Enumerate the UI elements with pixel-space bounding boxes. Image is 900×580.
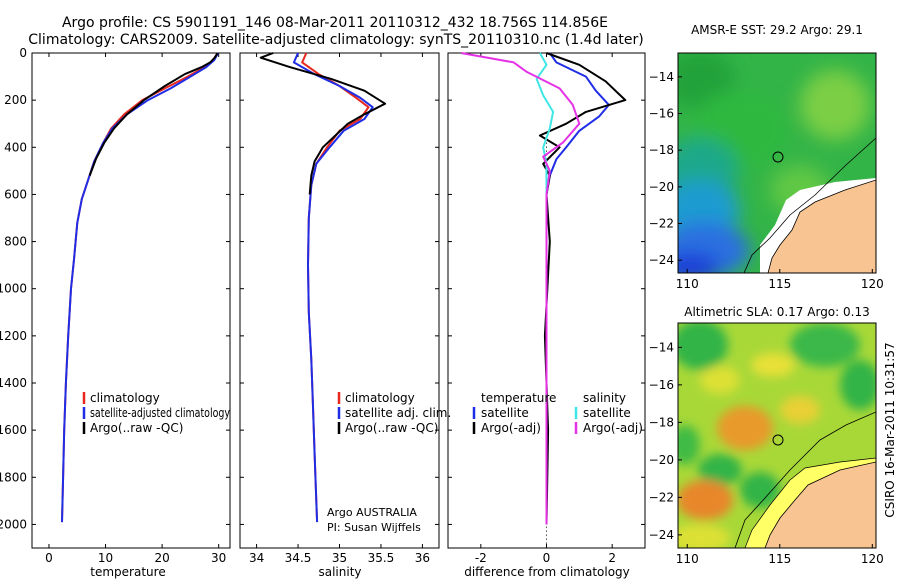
depth-tick-label: 2000 <box>0 517 27 531</box>
series-line-salinity-argo-adj <box>460 52 581 525</box>
map-lat-tick-label: −18 <box>649 143 674 157</box>
map-lat-tick-label: −16 <box>649 378 674 392</box>
legend-label-sal-argo: Argo(-adj) <box>583 421 643 435</box>
x-tick-label: 2 <box>608 551 616 565</box>
sla-map-frame <box>677 322 877 549</box>
map-lat-tick-label: −24 <box>649 528 674 542</box>
difference-axis-label: difference from climatology <box>464 565 630 579</box>
map-lon-tick-label: 120 <box>861 552 884 566</box>
owner-annotation: Argo AUSTRALIA <box>327 506 417 519</box>
series-line-argo-raw-qc <box>88 52 219 176</box>
sst-map-title: AMSR-E SST: 29.2 Argo: 29.1 <box>691 23 863 37</box>
series-line-argo-raw-qc <box>259 52 387 195</box>
depth-tick-label: 800 <box>4 235 27 249</box>
depth-tick-label: 1600 <box>0 423 27 437</box>
depth-tick-label: 1400 <box>0 376 27 390</box>
map-lat-tick-label: −20 <box>649 180 674 194</box>
temperature-panel-frame <box>31 52 231 549</box>
legend-heading-salinity: salinity <box>583 391 626 405</box>
sla-anomaly-blobs <box>678 323 876 548</box>
salinity-panel-frame <box>239 52 440 549</box>
legend-label-argo: Argo(..raw -QC) <box>345 421 438 435</box>
legend-label-climatology: climatology <box>345 391 415 405</box>
legend-label-argo: Argo(..raw -QC) <box>90 421 183 435</box>
x-tick-label: 0 <box>45 551 53 565</box>
salinity-series <box>259 52 387 523</box>
sla-land-australia <box>764 461 876 548</box>
depth-tick-label: 200 <box>4 93 27 107</box>
legend-label-temp-argo: Argo(-adj) <box>481 421 541 435</box>
x-tick-label: -2 <box>475 551 487 565</box>
x-tick-label: 34 <box>249 551 264 565</box>
map-lat-tick-label: −14 <box>649 340 674 354</box>
salinity-legend: climatology satellite adj. clim. Argo(..… <box>337 391 451 435</box>
sst-argo-location-marker <box>772 151 784 163</box>
x-tick-label: 35 <box>332 551 347 565</box>
temperature-legend: climatology satellite-adjusted climatolo… <box>82 391 230 435</box>
map-lat-tick-label: −22 <box>649 217 674 231</box>
sst-land-australia <box>767 179 876 273</box>
x-tick-label: 0 <box>543 551 551 565</box>
temperature-series <box>61 52 219 523</box>
map-lon-tick-label: 110 <box>676 277 699 291</box>
x-tick-label: 20 <box>154 551 169 565</box>
legend-label-temp-satellite: satellite <box>481 406 529 420</box>
depth-tick-label: 1000 <box>0 282 27 296</box>
series-line-temperature-satellite <box>545 52 610 523</box>
x-tick-label: 35.5 <box>368 551 395 565</box>
depth-tick-label: 1200 <box>0 329 27 343</box>
series-line-climatology <box>61 52 219 523</box>
difference-legend: temperature satellite Argo(-adj) salinit… <box>472 391 643 435</box>
map-lon-tick-label: 120 <box>861 277 884 291</box>
map-lat-tick-label: −20 <box>649 453 674 467</box>
map-lat-tick-label: −22 <box>649 490 674 504</box>
map-lat-tick-label: −18 <box>649 415 674 429</box>
sla-bathymetry-contour <box>734 411 876 548</box>
map-lat-tick-label: −16 <box>649 107 674 121</box>
sst-map-ticks: 110 115 120 −14 −16 −18 −20 −22 −24 <box>649 70 884 291</box>
map-lon-tick-label: 115 <box>768 277 791 291</box>
pi-annotation: PI: Susan Wijffels <box>327 521 421 534</box>
sla-map-ticks: 110 115 120 −14 −16 −18 −20 −22 −24 <box>649 340 884 566</box>
sst-bathymetry-contour <box>743 137 876 273</box>
sst-map-frame <box>677 52 877 274</box>
depth-axis: 0 200 400 600 800 1000 1200 1400 1600 1800 2000 <box>0 46 645 531</box>
legend-label-satellite: satellite adj. clim. <box>345 406 451 420</box>
series-line-salinity-satellite <box>535 52 555 523</box>
map-lat-tick-label: −14 <box>649 70 674 84</box>
depth-tick-label: 0 <box>19 46 27 60</box>
difference-series <box>460 52 627 525</box>
credit-timestamp: CSIRO 16-Mar-2011 10:31:57 <box>883 342 897 517</box>
legend-label-climatology: climatology <box>90 391 160 405</box>
sla-map-title: Altimetric SLA: 0.17 Argo: 0.13 <box>684 305 869 319</box>
legend-label-satellite: satellite-adjusted climatology <box>90 406 230 420</box>
legend-heading-temperature: temperature <box>481 391 556 405</box>
depth-tick-label: 1800 <box>0 470 27 484</box>
map-lat-tick-label: −24 <box>649 253 674 267</box>
figure-subtitle: Climatology: CARS2009. Satellite-adjuste… <box>28 32 643 48</box>
sst-map <box>678 53 876 273</box>
temperature-axis-label: temperature <box>90 565 165 579</box>
temperature-x-ticks: 0 10 20 30 <box>45 53 226 565</box>
x-tick-label: 36 <box>415 551 430 565</box>
figure-title: Argo profile: CS 5901191_146 08-Mar-2011… <box>62 15 608 31</box>
series-line-temperature-argo-adj <box>538 52 627 525</box>
map-lon-tick-label: 115 <box>768 552 791 566</box>
series-line-satellite-adj-clim <box>292 52 374 523</box>
x-tick-label: 34.5 <box>285 551 312 565</box>
salinity-x-ticks: 34 34.5 35 35.5 36 <box>249 53 430 565</box>
legend-label-sal-satellite: satellite <box>583 406 631 420</box>
x-tick-label: 30 <box>211 551 226 565</box>
map-lon-tick-label: 110 <box>676 552 699 566</box>
sla-argo-location-marker <box>772 434 784 446</box>
salinity-axis-label: salinity <box>318 565 361 579</box>
depth-tick-label: 600 <box>4 187 27 201</box>
sla-map <box>678 323 876 548</box>
x-tick-label: 10 <box>98 551 113 565</box>
series-line-satellite-adjusted-climatology <box>61 52 219 523</box>
depth-tick-label: 400 <box>4 140 27 154</box>
